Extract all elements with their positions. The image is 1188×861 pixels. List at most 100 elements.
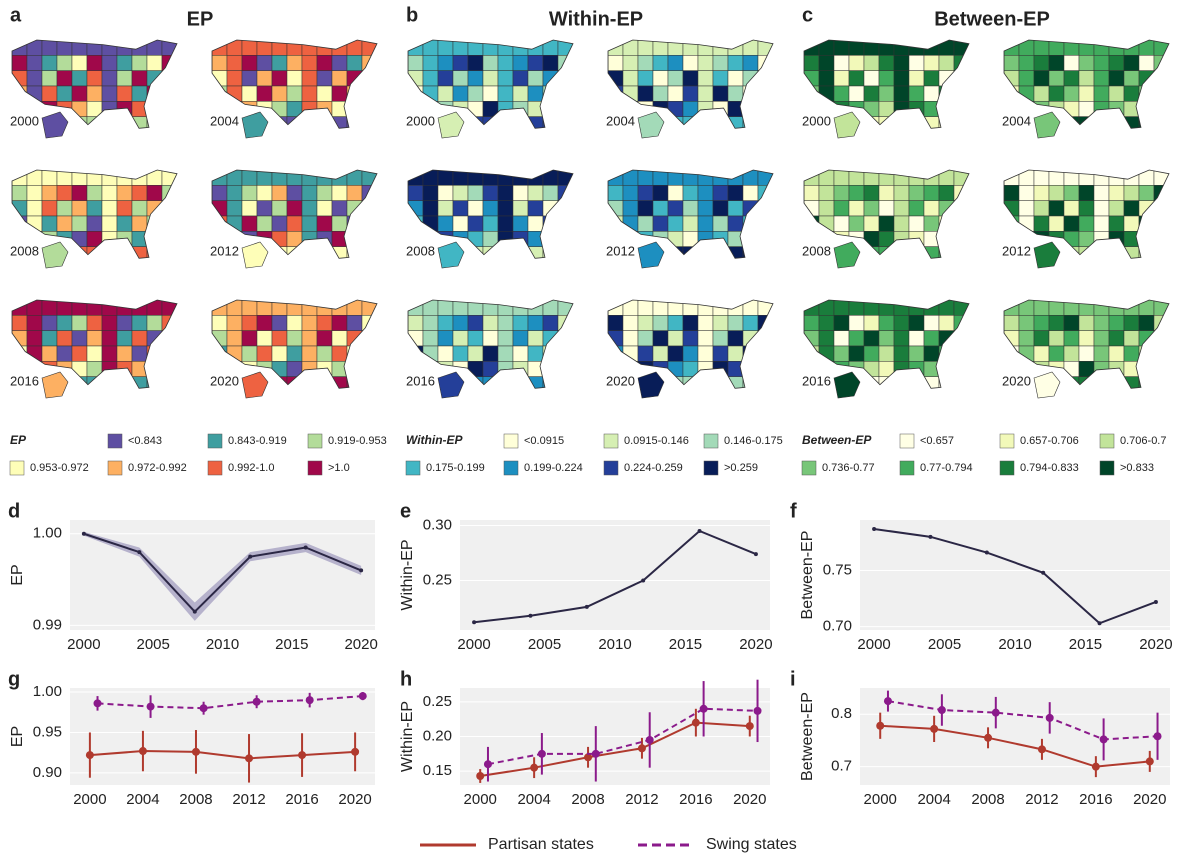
state (286, 170, 303, 186)
state (742, 246, 759, 259)
state (101, 330, 118, 347)
state (361, 361, 377, 377)
state (682, 170, 699, 186)
state (1093, 55, 1110, 71)
state (542, 200, 559, 217)
state (467, 116, 484, 129)
state (682, 185, 699, 201)
state (848, 330, 865, 347)
state (212, 85, 228, 102)
state (226, 300, 243, 316)
state (86, 345, 103, 362)
state (637, 200, 654, 217)
series-line (97, 695, 363, 710)
state (742, 55, 759, 71)
state (833, 345, 850, 362)
legend-label: 0.843-0.919 (228, 435, 287, 447)
state (271, 116, 288, 129)
state (512, 246, 529, 259)
state (1153, 85, 1169, 102)
x-tick-label: 2005 (528, 636, 561, 653)
x-tick-label: 2012 (625, 791, 658, 808)
legend-label: 0.224-0.259 (624, 462, 683, 474)
state (637, 70, 654, 87)
state (667, 361, 684, 377)
state (346, 40, 363, 56)
state (667, 101, 684, 117)
state (241, 215, 258, 232)
y-axis-label: Between-EP (799, 531, 816, 620)
state (1108, 246, 1125, 259)
state (422, 185, 439, 201)
state (1078, 315, 1095, 331)
state (818, 85, 835, 102)
state (804, 185, 820, 201)
state (422, 70, 439, 87)
state (893, 85, 910, 102)
state (557, 101, 573, 117)
state (161, 361, 177, 377)
state (893, 376, 910, 389)
state (908, 215, 925, 232)
state (12, 55, 28, 71)
year-label: 2020 (606, 373, 635, 388)
state (1153, 330, 1169, 347)
state (833, 300, 850, 316)
state (161, 215, 177, 232)
point (745, 722, 754, 731)
state (727, 200, 744, 217)
state (1123, 200, 1140, 217)
state (557, 70, 573, 87)
state (667, 215, 684, 232)
state (301, 116, 318, 129)
x-tick-label: 2015 (1069, 636, 1102, 653)
state (938, 55, 955, 71)
state (953, 231, 969, 247)
point (1037, 745, 1046, 754)
x-tick-label: 2008 (179, 791, 212, 808)
state (512, 185, 529, 201)
state (893, 200, 910, 217)
state (1153, 246, 1169, 259)
alaska (833, 111, 861, 139)
x-tick-label: 2016 (285, 791, 318, 808)
state (101, 345, 118, 362)
state (863, 376, 880, 389)
state (1063, 55, 1080, 71)
state (923, 85, 940, 102)
state (131, 345, 148, 362)
point (359, 568, 364, 573)
state (437, 330, 454, 347)
legend-swatch (603, 433, 619, 449)
legend-swatch (405, 460, 421, 476)
map-outline (11, 39, 178, 129)
state (361, 215, 377, 232)
state (848, 215, 865, 232)
state (697, 185, 714, 201)
state (1078, 85, 1095, 102)
year-label: 2012 (606, 243, 635, 258)
state (467, 330, 484, 347)
state (131, 376, 148, 389)
state (467, 376, 484, 389)
state (467, 55, 484, 71)
state (608, 55, 624, 71)
state (346, 231, 363, 247)
year-label: 2020 (1002, 373, 1031, 388)
state (86, 55, 103, 71)
state (833, 215, 850, 232)
state (1018, 85, 1035, 102)
state (437, 200, 454, 217)
state (878, 345, 895, 362)
legend-label: <0.843 (128, 435, 162, 447)
legend-swatch (1099, 433, 1115, 449)
state (482, 55, 499, 71)
state (818, 185, 835, 201)
state (346, 185, 363, 201)
y-axis-label: EP (9, 726, 26, 747)
state (527, 70, 544, 87)
point (1153, 732, 1162, 741)
x-tick-label: 2000 (464, 791, 497, 808)
state (757, 85, 773, 102)
